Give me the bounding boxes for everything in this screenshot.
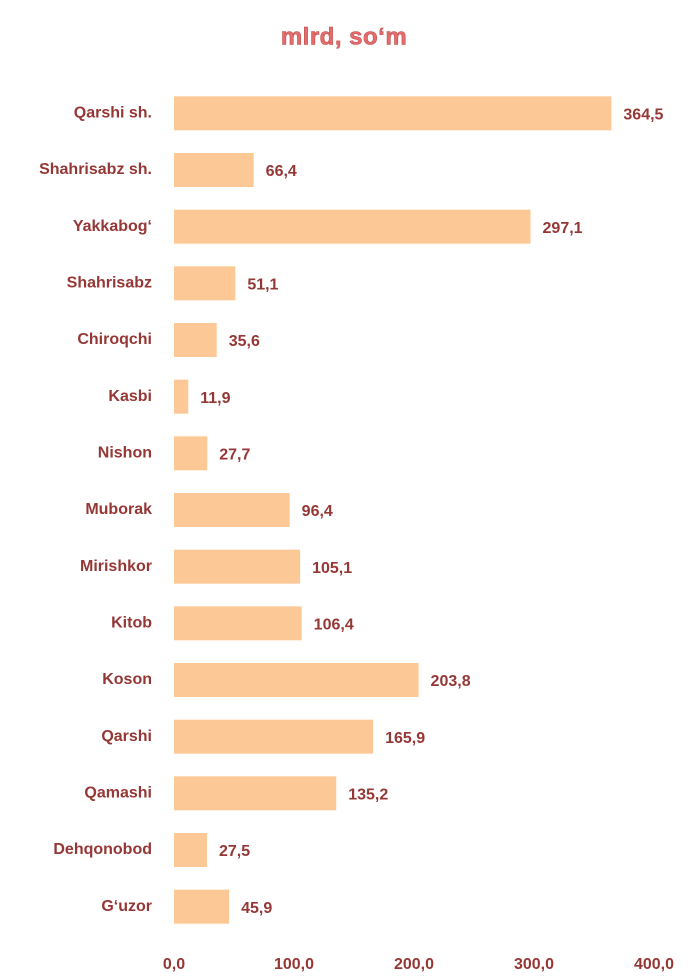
bar [174,719,374,754]
y-tick-label: Kasbi [108,388,152,405]
value-label: 364,5 [623,107,663,124]
value-label: 96,4 [302,503,333,520]
value-label: 27,5 [219,843,250,860]
value-label: 135,2 [348,787,388,804]
y-tick-label: Koson [102,671,152,688]
y-tick-label: Shahrisabz sh. [39,161,152,178]
y-tick-label: Qarshi [101,728,152,745]
bar [174,153,254,187]
y-tick-label: Kitob [111,615,152,632]
y-tick-label: Qamashi [84,785,152,802]
value-label: 27,7 [219,447,250,464]
value-label: 66,4 [266,163,297,180]
x-tick-label: 100,0 [274,956,314,973]
value-label: 297,1 [543,220,583,237]
y-tick-label: Muborak [85,501,152,518]
bar [174,96,612,131]
x-tick-label: 0,0 [163,956,185,973]
bar [174,549,301,584]
y-tick-label: G‘uzor [101,898,152,915]
y-tick-label: Chiroqchi [77,331,152,348]
value-label: 105,1 [312,560,352,577]
bar [174,493,290,527]
value-label: 35,6 [229,333,260,350]
bar [174,323,217,357]
value-label: 51,1 [247,277,278,294]
y-tick-label: Mirishkor [80,558,152,575]
bar [174,663,419,697]
y-tick-label: Nishon [98,445,152,462]
value-label: 11,9 [200,390,230,407]
bar [174,266,236,301]
x-tick-label: 200,0 [394,956,434,973]
bar [174,436,208,471]
bar [174,833,207,867]
y-tick-label: Shahrisabz [67,275,152,292]
value-label: 106,4 [314,617,354,634]
y-tick-label: Dehqonobod [53,841,152,858]
value-label: 203,8 [431,673,471,690]
chart-title: mlrd, so‘m [281,23,407,50]
y-tick-label: Qarshi sh. [74,105,152,122]
bar [174,776,337,811]
bar [174,379,189,414]
bar [174,209,531,244]
value-label: 45,9 [241,900,272,917]
value-label: 165,9 [385,730,425,747]
bar [174,606,302,641]
bar [174,889,230,924]
y-tick-label: Yakkabog‘ [73,218,152,235]
x-tick-label: 300,0 [514,956,554,973]
x-tick-label: 400,0 [634,956,674,973]
